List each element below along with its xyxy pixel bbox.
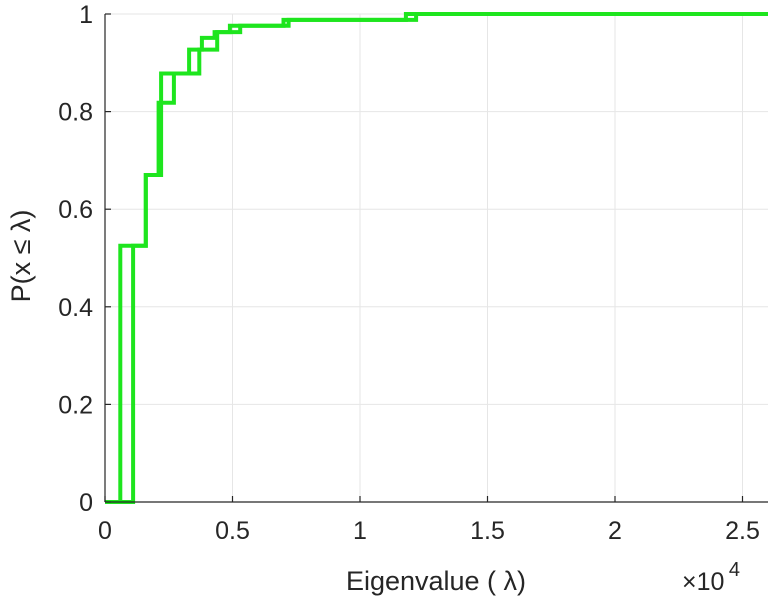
x-tick-label: 0 xyxy=(98,517,112,545)
y-tick-label: 0.8 xyxy=(58,99,93,127)
y-tick-label: 1 xyxy=(79,1,93,29)
axes xyxy=(104,14,768,503)
y-tick-label: 0.6 xyxy=(58,196,93,224)
ticks: 0 0.5 1 1.5 2 2.5 0 0.2 0.4 0.6 0.8 1 xyxy=(58,1,760,545)
x-tick-label: 0.5 xyxy=(215,517,250,545)
cdf-series-line-2 xyxy=(105,12,768,504)
cdf-series-line-1 xyxy=(105,12,768,504)
y-tick-label: 0.2 xyxy=(58,391,93,419)
x-axis-label: Eigenvalue ( λ) xyxy=(346,566,526,596)
x-tick-label: 2.5 xyxy=(725,517,760,545)
x-exponent-power: 4 xyxy=(729,559,740,581)
x-tick-label: 1.5 xyxy=(470,517,505,545)
series-group xyxy=(105,12,768,504)
x-exponent-label: ×10 4 xyxy=(682,559,740,596)
y-tick-label: 0 xyxy=(79,489,93,517)
y-axis-label: P(x ≤ λ) xyxy=(6,210,36,303)
x-tick-label: 1 xyxy=(353,517,367,545)
x-exponent-base: ×10 xyxy=(682,568,724,596)
grid xyxy=(105,13,768,502)
x-tick-label: 2 xyxy=(608,517,622,545)
y-tick-label: 0.4 xyxy=(58,294,93,322)
